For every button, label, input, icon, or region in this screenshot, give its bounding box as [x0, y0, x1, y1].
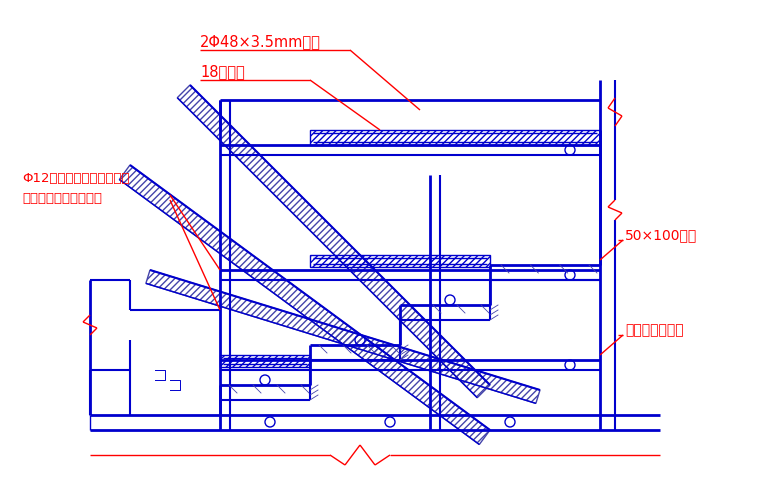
Text: Φ12对拉螺杠，间隔一步设: Φ12对拉螺杠，间隔一步设: [22, 172, 129, 185]
Text: 置一道，横向设置两遠: 置一道，横向设置两遠: [22, 192, 102, 204]
Bar: [310, 130, 600, 145]
Text: 50×100木敦: 50×100木敦: [625, 228, 697, 242]
Text: 2Φ48×3.5mm钔管: 2Φ48×3.5mm钔管: [200, 34, 321, 49]
Text: 钔管脚手架支撑: 钔管脚手架支撑: [625, 323, 684, 337]
Bar: [310, 255, 490, 267]
Text: 18厚层板: 18厚层板: [200, 65, 245, 79]
Bar: [220, 355, 310, 367]
